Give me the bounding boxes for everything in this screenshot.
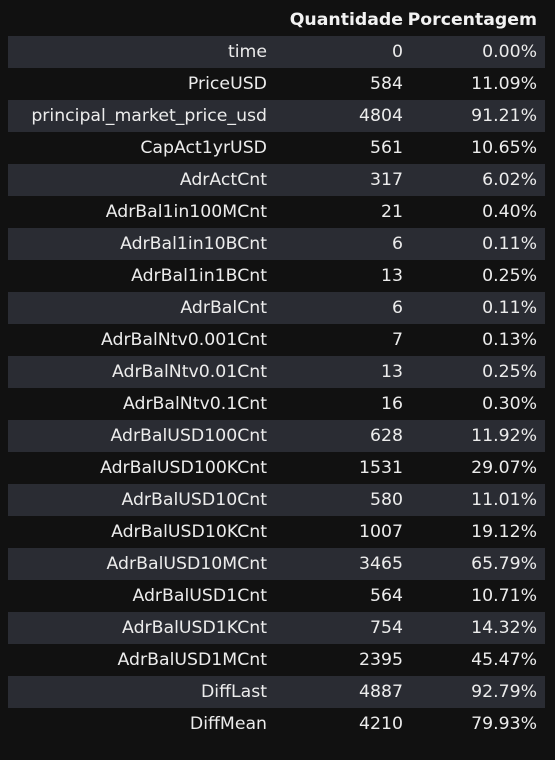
table-row: AdrBalCnt 6 0.11%: [8, 292, 545, 324]
missing-values-table: Quantidade Porcentagem time 0 0.00% PriceUS…: [8, 4, 545, 740]
dataframe-output: Quantidade Porcentagem time 0 0.00% PriceUS…: [8, 4, 545, 740]
row-label: DiffLast: [200, 682, 267, 702]
row-label: AdrBalUSD1MCnt: [117, 650, 267, 670]
quantidade-cell: 317: [370, 170, 403, 190]
row-label: AdrBalUSD100KCnt: [100, 458, 267, 478]
row-label: CapAct1yrUSD: [140, 138, 267, 158]
porcentagem-header: Porcentagem: [407, 10, 537, 30]
porcentagem-cell: 92.79%: [471, 682, 537, 702]
quantidade-cell: 584: [370, 74, 403, 94]
porcentagem-cell: 10.65%: [471, 138, 537, 158]
row-label: AdrBalUSD1Cnt: [132, 586, 267, 606]
table-row: AdrBalUSD100Cnt 628 11.92%: [8, 420, 545, 452]
porcentagem-cell: 14.32%: [471, 618, 537, 638]
row-label: AdrBal1in10BCnt: [120, 234, 267, 254]
porcentagem-cell: 0.11%: [482, 234, 537, 254]
porcentagem-cell: 0.13%: [482, 330, 537, 350]
row-label: principal_market_price_usd: [31, 106, 267, 126]
table-row: AdrBalUSD1Cnt 564 10.71%: [8, 580, 545, 612]
table-row: DiffLast 4887 92.79%: [8, 676, 545, 708]
quantidade-cell: 628: [370, 426, 403, 446]
porcentagem-cell: 0.11%: [482, 298, 537, 318]
quantidade-cell: 754: [370, 618, 403, 638]
table-row: AdrBal1in1BCnt 13 0.25%: [8, 260, 545, 292]
row-label: AdrBalNtv0.01Cnt: [111, 362, 267, 382]
porcentagem-cell: 91.21%: [471, 106, 537, 126]
table-row: AdrBal1in10BCnt 6 0.11%: [8, 228, 545, 260]
row-label: AdrBalUSD1KCnt: [122, 618, 267, 638]
table-row: principal_market_price_usd 4804 91.21%: [8, 100, 545, 132]
row-label: AdrBal1in1BCnt: [131, 266, 267, 286]
quantidade-cell: 1007: [359, 522, 403, 542]
row-label: time: [227, 42, 267, 62]
porcentagem-cell: 11.92%: [471, 426, 537, 446]
quantidade-cell: 1531: [359, 458, 403, 478]
porcentagem-cell: 19.12%: [471, 522, 537, 542]
quantidade-cell: 13: [381, 266, 403, 286]
table-row: AdrBalUSD10KCnt 1007 19.12%: [8, 516, 545, 548]
table-row: PriceUSD 584 11.09%: [8, 68, 545, 100]
table-row: AdrBalNtv0.1Cnt 16 0.30%: [8, 388, 545, 420]
table-row: AdrBalUSD1KCnt 754 14.32%: [8, 612, 545, 644]
row-label: AdrBalUSD100Cnt: [110, 426, 267, 446]
quantidade-header: Quantidade: [289, 10, 403, 30]
porcentagem-cell: 11.01%: [471, 490, 537, 510]
table-row: AdrBalUSD10Cnt 580 11.01%: [8, 484, 545, 516]
row-label: AdrActCnt: [179, 170, 267, 190]
quantidade-cell: 3465: [359, 554, 403, 574]
quantidade-cell: 7: [392, 330, 403, 350]
quantidade-cell: 561: [370, 138, 403, 158]
porcentagem-cell: 0.25%: [482, 266, 537, 286]
row-label: AdrBalCnt: [180, 298, 267, 318]
quantidade-cell: 0: [392, 42, 403, 62]
porcentagem-cell: 11.09%: [471, 74, 537, 94]
row-label: DiffMean: [189, 714, 267, 734]
row-label: PriceUSD: [187, 74, 267, 94]
porcentagem-cell: 0.30%: [482, 394, 537, 414]
porcentagem-cell: 6.02%: [482, 170, 537, 190]
porcentagem-cell: 65.79%: [471, 554, 537, 574]
row-label: AdrBalNtv0.001Cnt: [100, 330, 267, 350]
quantidade-cell: 2395: [359, 650, 403, 670]
row-label: AdrBal1in100MCnt: [105, 202, 267, 222]
quantidade-cell: 16: [381, 394, 403, 414]
row-label: AdrBalNtv0.1Cnt: [122, 394, 267, 414]
table-row: AdrBalUSD100KCnt 1531 29.07%: [8, 452, 545, 484]
quantidade-cell: 6: [392, 298, 403, 318]
porcentagem-cell: 0.25%: [482, 362, 537, 382]
porcentagem-cell: 0.40%: [482, 202, 537, 222]
table-row: DiffMean 4210 79.93%: [8, 708, 545, 740]
quantidade-cell: 4804: [359, 106, 403, 126]
quantidade-cell: 564: [370, 586, 403, 606]
table-row: AdrBalNtv0.001Cnt 7 0.13%: [8, 324, 545, 356]
row-label: AdrBalUSD10KCnt: [111, 522, 267, 542]
quantidade-cell: 13: [381, 362, 403, 382]
table-header-row: Quantidade Porcentagem: [8, 4, 545, 36]
table-row: AdrBalNtv0.01Cnt 13 0.25%: [8, 356, 545, 388]
table-row: AdrBalUSD1MCnt 2395 45.47%: [8, 644, 545, 676]
porcentagem-cell: 45.47%: [471, 650, 537, 670]
quantidade-cell: 4887: [359, 682, 403, 702]
porcentagem-cell: 0.00%: [482, 42, 537, 62]
porcentagem-cell: 29.07%: [471, 458, 537, 478]
table-row: AdrActCnt 317 6.02%: [8, 164, 545, 196]
row-label: AdrBalUSD10Cnt: [121, 490, 267, 510]
table-body: time 0 0.00% PriceUSD 584 11.09% principal_mar…: [8, 36, 545, 740]
quantidade-cell: 6: [392, 234, 403, 254]
table-row: time 0 0.00%: [8, 36, 545, 68]
table-row: CapAct1yrUSD 561 10.65%: [8, 132, 545, 164]
table-row: AdrBal1in100MCnt 21 0.40%: [8, 196, 545, 228]
quantidade-cell: 4210: [359, 714, 403, 734]
index-header: [8, 4, 275, 36]
porcentagem-cell: 10.71%: [471, 586, 537, 606]
table-row: AdrBalUSD10MCnt 3465 65.79%: [8, 548, 545, 580]
quantidade-cell: 21: [381, 202, 403, 222]
quantidade-cell: 580: [370, 490, 403, 510]
row-label: AdrBalUSD10MCnt: [106, 554, 267, 574]
porcentagem-cell: 79.93%: [471, 714, 537, 734]
